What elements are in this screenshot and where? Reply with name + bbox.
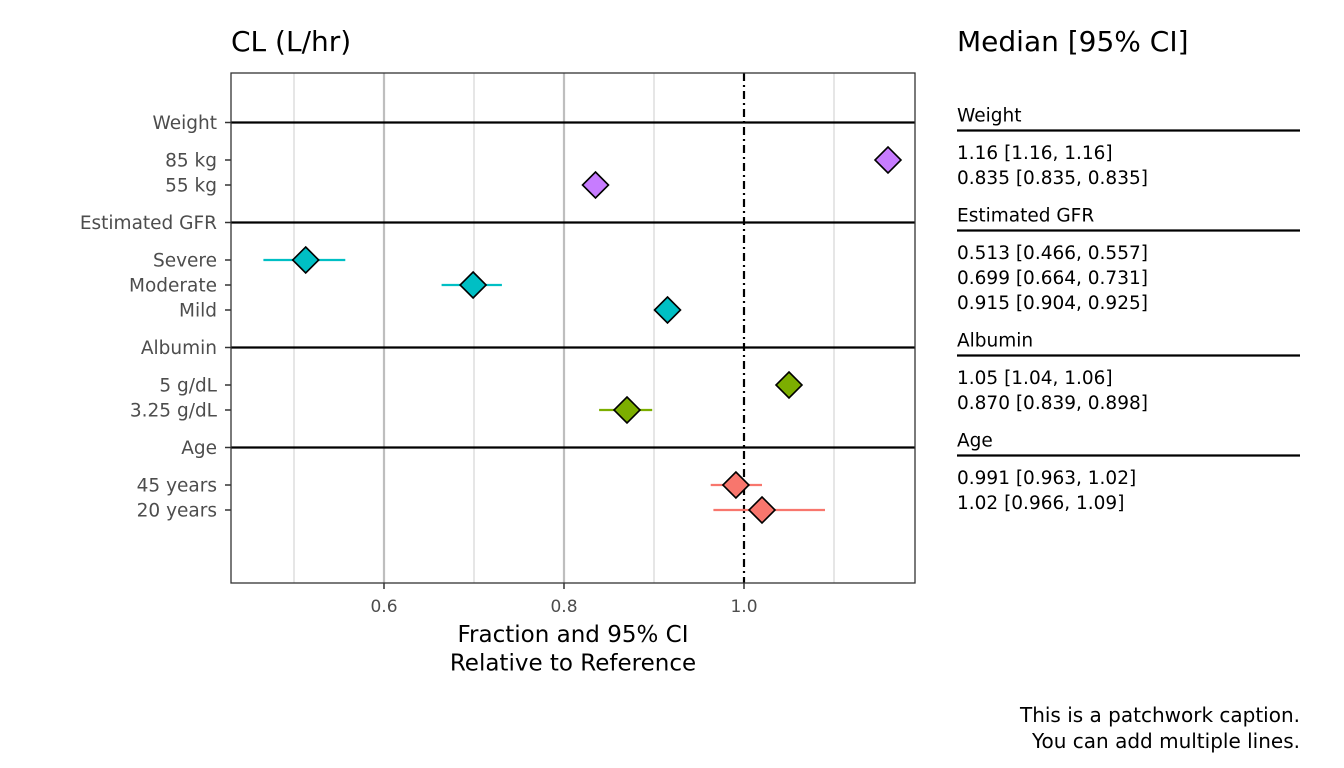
y-tick-label-group: Weight [153,113,217,134]
caption-line: You can add multiple lines. [1031,729,1300,753]
panel-background [231,73,915,583]
panel-border [230,72,916,584]
table-row-value: 1.02 [0.966, 1.09] [957,493,1124,514]
y-tick-label: Mild [179,301,217,322]
table-row-value: 1.16 [1.16, 1.16] [957,143,1113,164]
median-point [612,395,642,425]
y-tick-label: 55 kg [165,176,217,197]
median-point [873,145,903,175]
y-tick-label: 5 g/dL [159,376,217,397]
x-tick-label: 0.6 [370,597,397,617]
chart-title: CL (L/hr) [231,25,351,58]
table-row-value: 0.870 [0.839, 0.898] [957,393,1148,414]
median-point [721,470,751,500]
summary-table: Weight 1.16 [1.16, 1.16] 0.835 [0.835, 0.8… [957,106,1300,514]
y-tick-label: Moderate [129,276,217,297]
table-row-value: 0.835 [0.835, 0.835] [957,168,1148,189]
y-tick-label: 20 years [137,501,217,522]
x-axis-label: Relative to Reference [450,651,696,677]
y-tick-label-group: Age [181,438,217,459]
table-row-value: 0.699 [0.664, 0.731] [957,268,1148,289]
table-row-value: 1.05 [1.04, 1.06] [957,368,1113,389]
y-tick-label: 3.25 g/dL [130,401,218,422]
median-point [458,270,488,300]
table-row-value: 0.513 [0.466, 0.557] [957,243,1148,264]
y-tick-label-group: Albumin [141,338,217,359]
median-point [774,370,804,400]
table-group-heading: Estimated GFR [957,206,1094,227]
caption-line: This is a patchwork caption. [1019,703,1300,727]
median-point [653,295,682,325]
y-tick-label: 45 years [137,476,217,497]
table-row-value: 0.915 [0.904, 0.925] [957,293,1148,314]
plot-panel: Weight 85 kg 55 kg Estimated GFR Severe Moder… [80,72,916,677]
x-tick-label: 0.8 [550,597,577,617]
x-tick-label: 1.0 [730,597,757,617]
y-tick-label: Severe [153,251,217,272]
table-group-heading: Age [957,431,993,452]
y-tick-label: 85 kg [165,151,217,172]
caption: This is a patchwork caption.You can add … [1019,703,1300,753]
median-point [581,170,610,200]
table-row-value: 0.991 [0.963, 1.02] [957,468,1136,489]
table-group-heading: Weight [957,106,1021,127]
x-axis-label: Fraction and 95% CI [458,622,689,648]
y-tick-label-group: Estimated GFR [80,213,217,234]
median-point [747,495,777,525]
median-point [291,245,320,275]
table-group-heading: Albumin [957,331,1033,352]
table-title: Median [95% CI] [957,25,1189,58]
